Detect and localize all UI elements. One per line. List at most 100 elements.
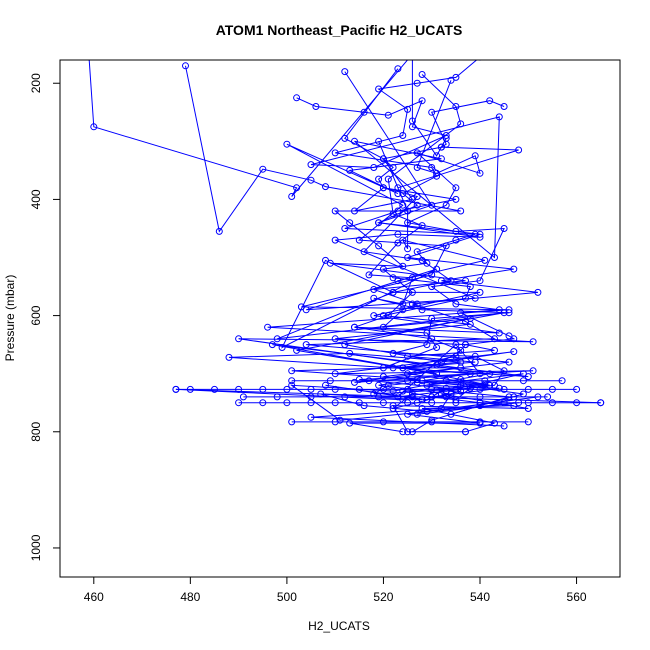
data-point (283, 385, 291, 393)
data-point (433, 172, 441, 180)
data-point (394, 239, 402, 247)
data-point (331, 335, 339, 343)
data-point (273, 335, 281, 343)
data-point (404, 377, 412, 385)
data-point (442, 201, 450, 209)
data-point (302, 341, 310, 349)
data-point (428, 283, 436, 291)
data-point (384, 381, 392, 389)
data-point (428, 315, 436, 322)
data-point (408, 393, 416, 401)
data-point (268, 341, 276, 349)
data-point (235, 335, 243, 343)
data-point (293, 346, 301, 354)
data-point (346, 349, 354, 357)
data-point (548, 385, 556, 393)
data-point (399, 300, 407, 308)
data-point (428, 385, 436, 393)
data-point (476, 230, 484, 238)
data-point (529, 338, 537, 346)
data-point (437, 155, 445, 163)
data-point (433, 265, 441, 273)
series-line (367, 74, 524, 433)
data-point (413, 164, 421, 171)
data-point (379, 385, 387, 393)
data-point (288, 377, 296, 385)
data-point (413, 410, 421, 418)
data-point (283, 140, 291, 148)
data-point (355, 236, 363, 244)
data-point (182, 62, 189, 70)
data-point (457, 309, 465, 317)
data-point (399, 387, 407, 395)
data-point (370, 312, 378, 320)
data-point (500, 385, 508, 393)
chart-title: ATOM1 Northeast_Pacific H2_UCATS (216, 22, 463, 38)
y-axis: 200 400 600 800 1000 (29, 73, 60, 561)
data-point (375, 393, 383, 401)
data-point (433, 386, 441, 394)
data-point (408, 123, 416, 131)
data-point (495, 113, 503, 121)
series-line (306, 60, 538, 415)
data-point (442, 132, 450, 139)
data-point (389, 164, 397, 171)
data-point (355, 376, 363, 383)
data-point (500, 225, 508, 232)
data-point (331, 149, 339, 157)
data-point (307, 393, 315, 401)
data-point (399, 132, 407, 139)
data-point (379, 265, 387, 273)
data-point (288, 367, 296, 375)
data-point (452, 385, 460, 393)
data-point (370, 294, 378, 302)
data-point (288, 418, 296, 426)
data-point (544, 393, 552, 401)
data-point (491, 419, 498, 427)
x-tick-label: 500 (277, 590, 297, 604)
data-point (404, 428, 412, 436)
data-point (437, 143, 445, 151)
data-point (341, 68, 349, 76)
data-point (573, 399, 581, 407)
data-point (307, 176, 315, 184)
data-point (486, 97, 494, 105)
y-tick-label: 400 (29, 189, 43, 209)
data-point (476, 277, 484, 285)
x-axis: 460 480 500 520 540 560 (84, 577, 587, 604)
data-point (452, 184, 460, 192)
data-point (457, 207, 465, 215)
data-point (418, 71, 426, 78)
data-point (500, 103, 508, 110)
data-point (418, 97, 426, 105)
series-line (335, 100, 505, 398)
x-tick-label: 520 (373, 590, 393, 604)
data-point (510, 348, 518, 356)
data-point (331, 207, 339, 215)
data-point (336, 416, 344, 424)
data-point (341, 393, 349, 401)
data-point (457, 358, 465, 366)
data-point (408, 428, 416, 436)
data-point (437, 405, 445, 412)
plot-area (87, 60, 605, 436)
data-point (379, 399, 387, 407)
data-point (379, 312, 387, 320)
data-point (293, 94, 301, 102)
data-point (375, 381, 383, 389)
data-point (452, 195, 460, 203)
data-point (505, 358, 513, 366)
data-point (462, 317, 469, 325)
data-point (346, 166, 354, 174)
data-point (375, 175, 383, 183)
data-point (273, 393, 281, 401)
data-point (428, 108, 436, 116)
data-point (423, 259, 431, 267)
data-point (433, 344, 441, 351)
x-axis-label: H2_UCATS (308, 619, 370, 633)
data-point (375, 242, 383, 250)
x-tick-label: 540 (470, 590, 490, 604)
data-point (457, 120, 465, 128)
data-point (524, 399, 532, 407)
